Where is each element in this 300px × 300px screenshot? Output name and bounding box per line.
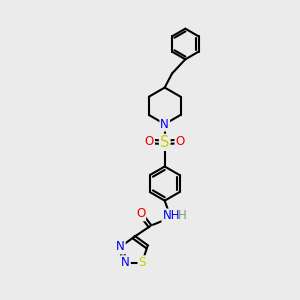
Text: NH: NH: [163, 209, 180, 223]
Text: O: O: [176, 135, 185, 148]
Text: S: S: [160, 135, 169, 150]
Text: N: N: [160, 118, 169, 130]
Text: N: N: [121, 256, 130, 269]
Text: N: N: [116, 240, 125, 254]
Text: O: O: [145, 135, 154, 148]
Text: O: O: [136, 207, 145, 220]
Text: H: H: [178, 209, 187, 223]
Text: S: S: [138, 256, 146, 269]
